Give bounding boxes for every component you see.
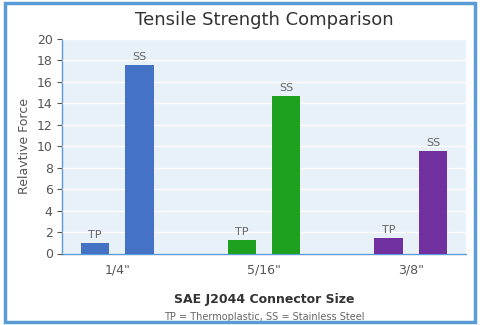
Y-axis label: Relavtive Force: Relavtive Force: [18, 98, 31, 194]
Bar: [374, 238, 403, 254]
Bar: [272, 96, 300, 254]
Text: SS: SS: [132, 52, 146, 62]
Text: SS: SS: [426, 138, 440, 148]
Text: TP: TP: [382, 225, 395, 235]
Bar: [81, 243, 109, 254]
Title: Tensile Strength Comparison: Tensile Strength Comparison: [135, 11, 393, 29]
Text: TP = Thermoplastic, SS = Stainless Steel: TP = Thermoplastic, SS = Stainless Steel: [164, 312, 364, 322]
Bar: [228, 240, 256, 254]
Text: TP: TP: [235, 227, 248, 237]
Text: TP: TP: [88, 230, 102, 240]
Text: SS: SS: [279, 83, 293, 93]
Text: SAE J2044 Connector Size: SAE J2044 Connector Size: [174, 292, 354, 306]
Bar: [125, 65, 154, 254]
Bar: [419, 150, 447, 254]
